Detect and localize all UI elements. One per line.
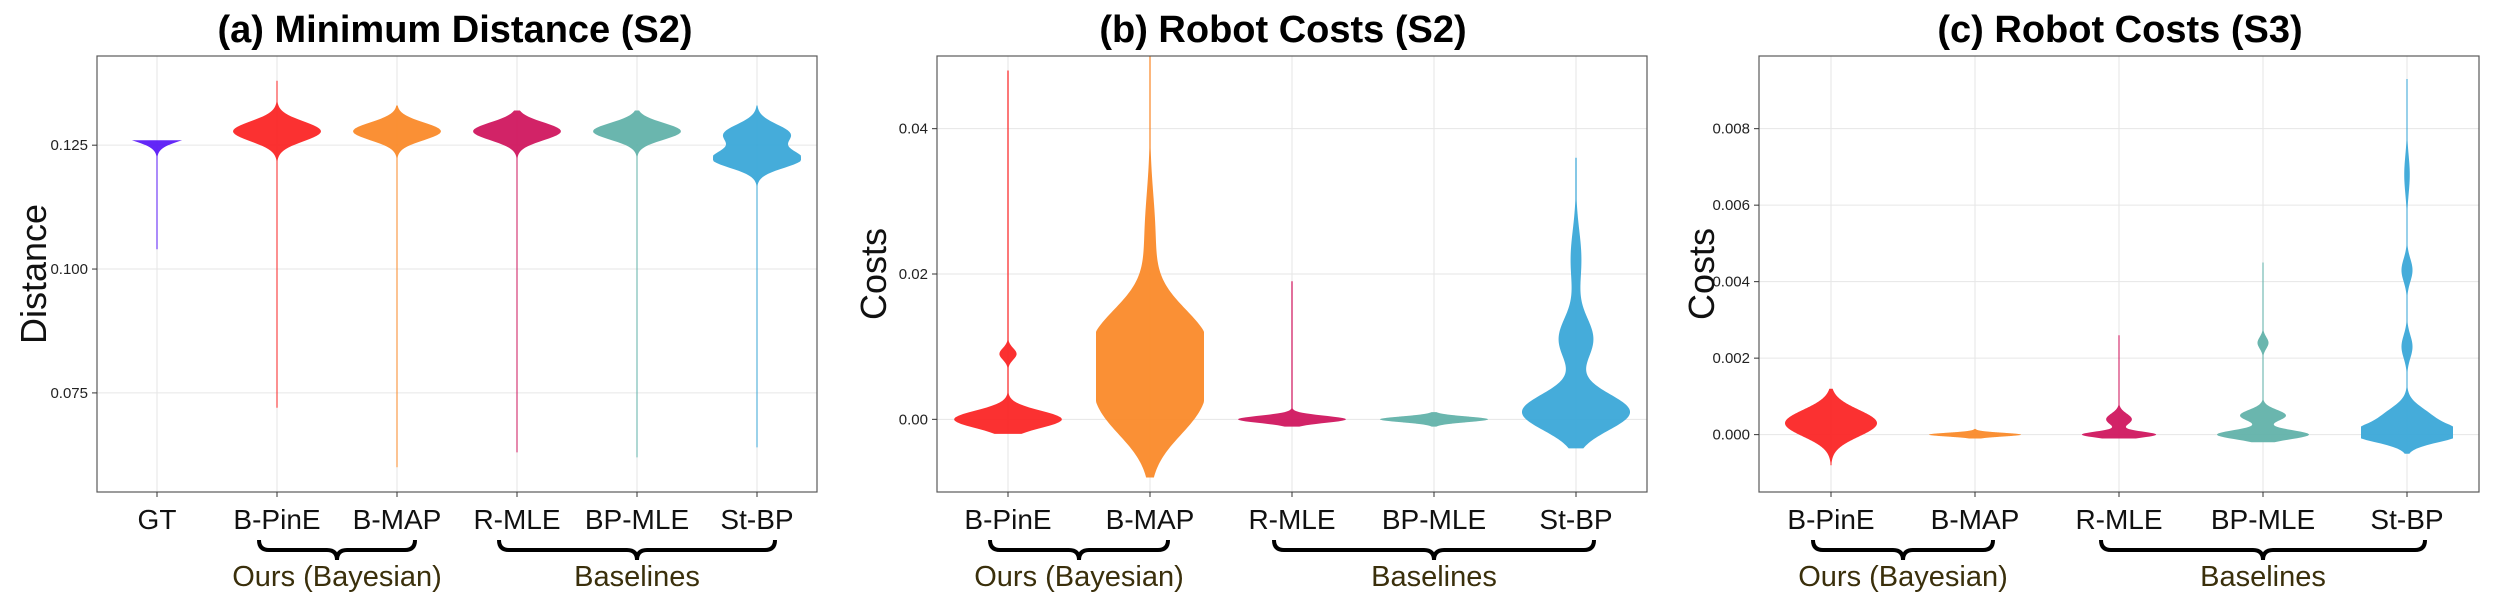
plot-area (97, 56, 817, 492)
violin-st-bp (2361, 78, 2453, 454)
group-bracket-baselines (1272, 539, 1596, 561)
chart-title: (a) Minimum Distance (S2) (217, 9, 692, 51)
y-axis-label: Distance (13, 204, 54, 344)
chart-title: (c) Robot Costs (S3) (1937, 9, 2302, 51)
x-tick-label: St-BP (2370, 504, 2443, 535)
violin-b-map (1096, 56, 1204, 478)
x-tick-label: R-MLE (2075, 504, 2162, 535)
y-tick-label: 0.006 (1712, 197, 1750, 214)
plot-frame (96, 55, 818, 493)
violin-b-pine (1785, 388, 1877, 466)
group-label-ours: Ours (Bayesian) (232, 561, 442, 593)
x-tick-label: B-PinE (233, 504, 320, 535)
y-tick-label: 0.00 (899, 411, 928, 428)
x-tick-label: B-PinE (964, 504, 1051, 535)
panel-1: 0.075 0.100 0.125 GT B-PinE B-MAP R-MLE BP-MLE S… (13, 9, 818, 593)
group-label-baselines: Baselines (1371, 561, 1497, 593)
group-bracket-baselines (2099, 539, 2427, 561)
group-label-ours: Ours (Bayesian) (974, 561, 1184, 593)
violin-b-pine (233, 80, 321, 408)
violin-r-mle (1238, 281, 1346, 427)
violin-r-mle (2081, 335, 2157, 439)
violin-bp-mle (593, 110, 681, 458)
y-axis-label: Costs (1681, 228, 1722, 320)
group-bracket-ours (988, 539, 1170, 561)
group-bracket-ours (1811, 539, 1995, 561)
violin-st-bp (713, 105, 801, 448)
group-bracket-ours (257, 539, 417, 561)
x-tick-label: BP-MLE (1382, 504, 1486, 535)
violin-b-map (353, 105, 441, 468)
x-tick-label: R-MLE (473, 504, 560, 535)
violin-st-bp (1522, 157, 1630, 449)
violin-gt (131, 140, 183, 250)
group-label-baselines: Baselines (574, 561, 700, 593)
violin-bp-mle (1380, 412, 1488, 427)
y-tick-label: 0.000 (1712, 427, 1750, 444)
x-tick-label: St-BP (720, 504, 793, 535)
x-tick-label: R-MLE (1248, 504, 1335, 535)
violin-r-mle (473, 110, 561, 453)
panel-3: 0.000 0.002 0.004 0.006 0.008 B-PinE B-MAP R-ML… (1681, 9, 2480, 593)
violin-b-pine (954, 70, 1062, 434)
y-tick-label: 0.004 (1712, 274, 1750, 291)
chart-title: (b) Robot Costs (S2) (1099, 9, 1466, 51)
x-tick-label: B-PinE (1787, 504, 1874, 535)
y-tick-label: 0.008 (1712, 121, 1750, 138)
x-tick-label: B-MAP (353, 504, 442, 535)
y-tick-label: 0.100 (50, 261, 88, 278)
x-tick-label: GT (138, 504, 177, 535)
group-bracket-baselines (497, 539, 777, 561)
y-tick-label: 0.002 (1712, 350, 1750, 367)
y-tick-label: 0.04 (899, 121, 928, 138)
violin-bp-mle (2217, 262, 2309, 443)
violin-b-map (1929, 428, 2021, 439)
x-tick-label: BP-MLE (2211, 504, 2315, 535)
y-tick-label: 0.02 (899, 266, 928, 283)
group-label-ours: Ours (Bayesian) (1798, 561, 2008, 593)
x-tick-label: B-MAP (1931, 504, 2020, 535)
panel-2: 0.00 0.02 0.04 B-PinE B-MAP R-MLE BP-MLE St-BP (… (853, 9, 1648, 593)
group-label-baselines: Baselines (2200, 561, 2326, 593)
y-tick-label: 0.125 (50, 137, 88, 154)
y-axis-label: Costs (853, 228, 894, 320)
y-tick-label: 0.075 (50, 385, 88, 402)
x-tick-label: St-BP (1539, 504, 1612, 535)
x-tick-label: BP-MLE (585, 504, 689, 535)
x-tick-label: B-MAP (1106, 504, 1195, 535)
